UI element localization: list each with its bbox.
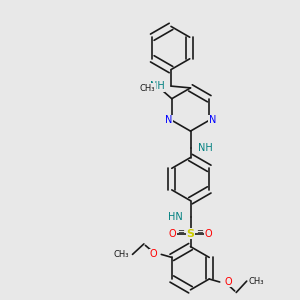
Text: HN: HN: [168, 212, 183, 222]
Text: S: S: [187, 229, 194, 239]
Text: CH₃: CH₃: [140, 84, 155, 93]
Text: O: O: [169, 229, 176, 239]
Text: =: =: [177, 227, 184, 236]
Text: NH: NH: [198, 142, 213, 153]
Text: O: O: [205, 229, 212, 239]
Text: CH₃: CH₃: [114, 250, 130, 259]
Text: =: =: [196, 227, 204, 236]
Text: CH₃: CH₃: [248, 277, 264, 286]
Text: O: O: [224, 277, 232, 287]
Text: NH: NH: [150, 81, 165, 91]
Text: O: O: [149, 249, 157, 260]
Text: N: N: [208, 115, 216, 125]
Text: N: N: [165, 115, 172, 125]
